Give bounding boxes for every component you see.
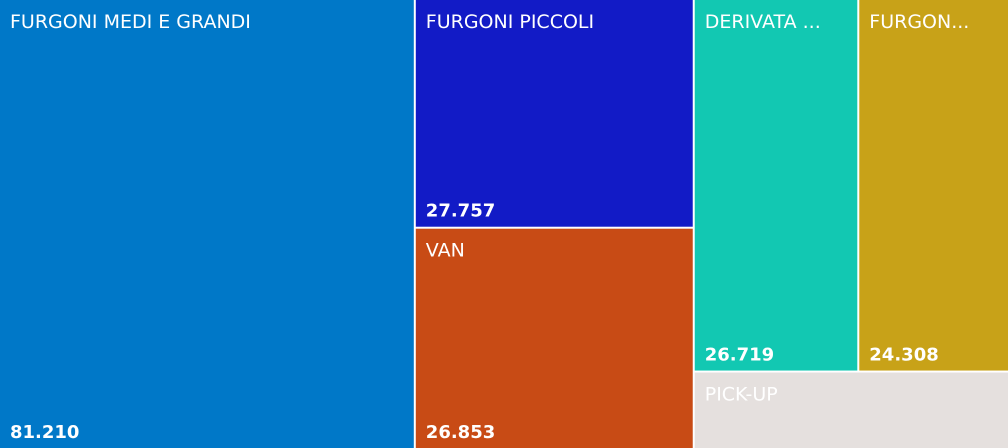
tile: [415, 0, 693, 227]
tile-value: 24.308: [869, 345, 938, 366]
tile: [859, 0, 1008, 371]
tile-value: 26.853: [426, 422, 495, 443]
tile-label: DERIVATA ...: [705, 11, 821, 33]
tile-value: 26.719: [705, 345, 774, 366]
tile-label: VAN: [426, 240, 465, 262]
tile-value: 27.757: [426, 201, 495, 222]
tile-label: FURGONI MEDI E GRANDI: [10, 11, 251, 33]
tile: [415, 228, 693, 448]
tile-label: FURGON...: [869, 11, 969, 33]
tile-value: 81.210: [10, 422, 79, 443]
tile-label: PICK-UP: [705, 384, 778, 406]
tile: [694, 372, 1008, 448]
tile: [0, 0, 414, 448]
tile-label: FURGONI PICCOLI: [426, 11, 594, 33]
tile: [694, 0, 858, 371]
